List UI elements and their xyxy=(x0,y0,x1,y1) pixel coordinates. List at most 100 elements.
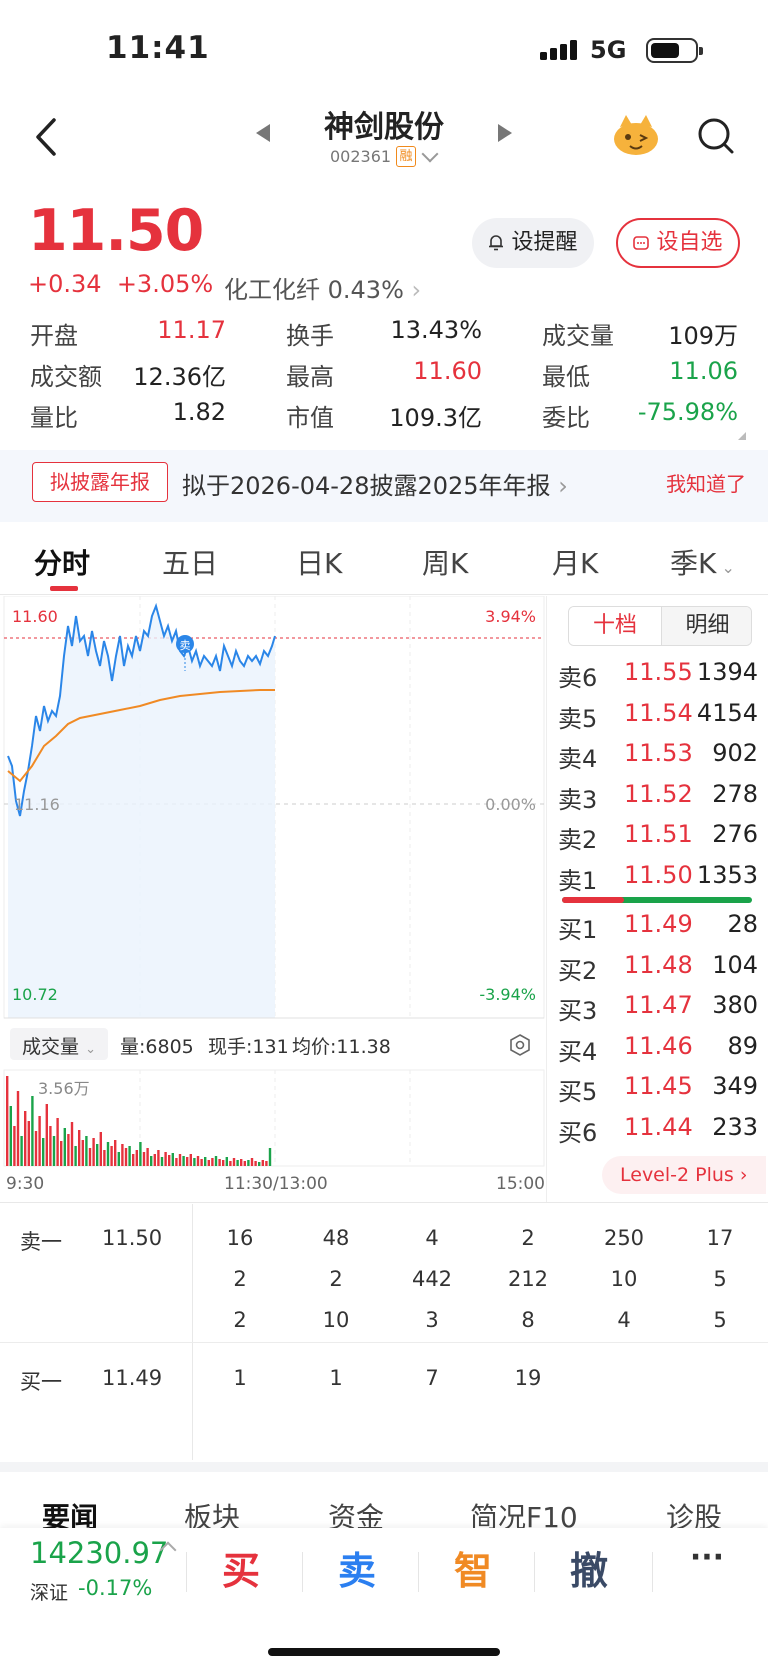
ask-label: 卖3 xyxy=(558,785,598,814)
mascot-icon[interactable] xyxy=(612,113,660,157)
volume-bar xyxy=(85,1136,88,1166)
stat-market-cap: 市值 109.3亿 xyxy=(286,404,482,432)
volume-current: 现手:131 xyxy=(208,1036,289,1058)
volume-title[interactable]: 成交量 ⌄ xyxy=(22,1036,96,1058)
sell-tick: 3 xyxy=(425,1308,439,1332)
price-change: +0.34 +3.05% xyxy=(28,270,214,298)
more-button[interactable]: ··· xyxy=(689,1540,725,1575)
ask-price: 11.55 xyxy=(624,658,693,686)
volume-bar xyxy=(142,1152,146,1166)
volume-bar xyxy=(34,1131,38,1166)
volume-bar xyxy=(99,1132,102,1166)
bid-row[interactable]: 买4 11.46 89 xyxy=(558,1032,758,1066)
search-icon[interactable] xyxy=(696,116,736,156)
x-label-mid: 11:30/13:00 xyxy=(224,1174,328,1194)
volume-bar xyxy=(268,1148,272,1166)
volume-bar xyxy=(265,1161,268,1166)
bid-row[interactable]: 买6 11.44 233 xyxy=(558,1113,758,1147)
volume-bar xyxy=(211,1158,214,1166)
volume-bar xyxy=(60,1141,63,1166)
volume-bar xyxy=(204,1157,207,1166)
ticks-divider xyxy=(0,1202,768,1203)
bid-qty: 104 xyxy=(712,950,758,979)
tab-daily-k[interactable]: 日K xyxy=(296,547,343,580)
level2-plus-button[interactable]: Level-2 Plus › xyxy=(602,1156,766,1194)
volume-bar xyxy=(229,1161,232,1166)
tab-five-day[interactable]: 五日 xyxy=(162,547,219,580)
smart-button[interactable]: 智 xyxy=(453,1549,492,1593)
notice-dismiss-button[interactable]: 我知道了 xyxy=(666,472,746,496)
volume-bar xyxy=(6,1076,9,1166)
settings-hex-icon[interactable] xyxy=(508,1033,532,1057)
add-favorite-button[interactable]: 设自选 xyxy=(616,218,740,268)
bid-row[interactable]: 买3 11.47 380 xyxy=(558,991,758,1025)
separator xyxy=(652,1552,653,1592)
volume-bar xyxy=(63,1128,66,1166)
index-value[interactable]: 14230.97 xyxy=(30,1536,169,1570)
volume-bar xyxy=(13,1126,16,1166)
sell-tick: 2 xyxy=(233,1308,247,1332)
ask-row[interactable]: 卖2 11.51 276 xyxy=(558,820,758,854)
volume-bar xyxy=(67,1134,70,1166)
tab-monthly-k[interactable]: 月K xyxy=(552,547,599,580)
pct-label-top: 3.94% xyxy=(485,607,536,626)
volume-bar xyxy=(70,1122,74,1166)
sector-link[interactable]: 化工化纤 0.43% › xyxy=(224,276,422,304)
volume-avg-price: 均价:11.38 xyxy=(292,1036,391,1058)
ticks-row-divider xyxy=(0,1342,768,1343)
set-alert-button[interactable]: 设提醒 xyxy=(472,218,594,268)
sell-tick: 5 xyxy=(713,1267,727,1291)
stat-vol-ratio: 量比 1.82 xyxy=(30,398,226,432)
back-arrow-icon[interactable] xyxy=(28,112,68,162)
volume-bar xyxy=(146,1148,149,1166)
volume-bar xyxy=(254,1161,257,1166)
prev-stock-icon[interactable] xyxy=(256,124,270,142)
volume-bar xyxy=(16,1091,20,1166)
sell-tick: 2 xyxy=(521,1226,535,1250)
volume-bar xyxy=(225,1157,228,1166)
tab-intraday[interactable]: 分时 xyxy=(34,547,91,580)
intraday-chart[interactable]: 卖 11.60 11.16 10.72 3.94% 0.00% -3.94% 3… xyxy=(0,596,546,1176)
ask-row[interactable]: 卖6 11.55 1394 xyxy=(558,658,758,692)
volume-bar xyxy=(222,1160,225,1166)
volume-bar xyxy=(182,1156,185,1166)
ask-row[interactable]: 卖3 11.52 278 xyxy=(558,780,758,814)
volume-bar xyxy=(74,1146,77,1166)
cancel-order-button[interactable]: 撤 xyxy=(569,1549,608,1593)
volume-bar xyxy=(135,1150,138,1166)
ask-row[interactable]: 卖5 11.54 4154 xyxy=(558,699,758,733)
tab-ten-levels[interactable]: 十档 xyxy=(569,607,661,645)
bid-label: 买3 xyxy=(558,997,598,1025)
volume-indicator-select[interactable] xyxy=(10,1028,108,1060)
pct-label-bottom: -3.94% xyxy=(479,985,536,1004)
bid-label: 买1 xyxy=(558,916,598,944)
notice-text[interactable]: 拟于2026-04-28披露2025年年报 › xyxy=(182,472,568,500)
sell-tick: 4 xyxy=(617,1308,631,1332)
ask-qty: 1353 xyxy=(696,860,758,889)
expand-corner-icon[interactable] xyxy=(738,432,746,440)
volume-bar xyxy=(153,1154,156,1166)
status-time: 11:41 xyxy=(106,30,210,66)
add-watchlist-icon xyxy=(633,236,650,250)
sell-tick: 250 xyxy=(603,1226,645,1250)
buy-button[interactable]: 买 xyxy=(221,1549,260,1593)
sell-button[interactable]: 卖 xyxy=(337,1549,376,1593)
signal-icon xyxy=(540,40,577,60)
volume-bar xyxy=(124,1148,128,1166)
bid-row[interactable]: 买2 11.48 104 xyxy=(558,951,758,985)
bottom-action-bar xyxy=(0,1528,768,1665)
ask-row[interactable]: 卖1 11.50 1353 xyxy=(558,861,758,895)
bid-row[interactable]: 买5 11.45 349 xyxy=(558,1072,758,1106)
tab-quarterly-k[interactable]: 季K ⌄ xyxy=(670,547,735,580)
bid-label: 买2 xyxy=(558,956,598,985)
tab-detail[interactable]: 明细 xyxy=(661,607,751,645)
ask-row[interactable]: 卖4 11.53 902 xyxy=(558,739,758,773)
volume-bar xyxy=(243,1161,246,1166)
next-stock-icon[interactable] xyxy=(498,124,512,142)
buy-tick: 1 xyxy=(233,1366,247,1390)
chevron-down-icon[interactable] xyxy=(421,145,439,163)
bid-row[interactable]: 买1 11.49 28 xyxy=(558,910,758,944)
bell-icon xyxy=(489,235,504,251)
tab-weekly-k[interactable]: 周K xyxy=(422,547,469,580)
volume-bar xyxy=(214,1156,218,1166)
